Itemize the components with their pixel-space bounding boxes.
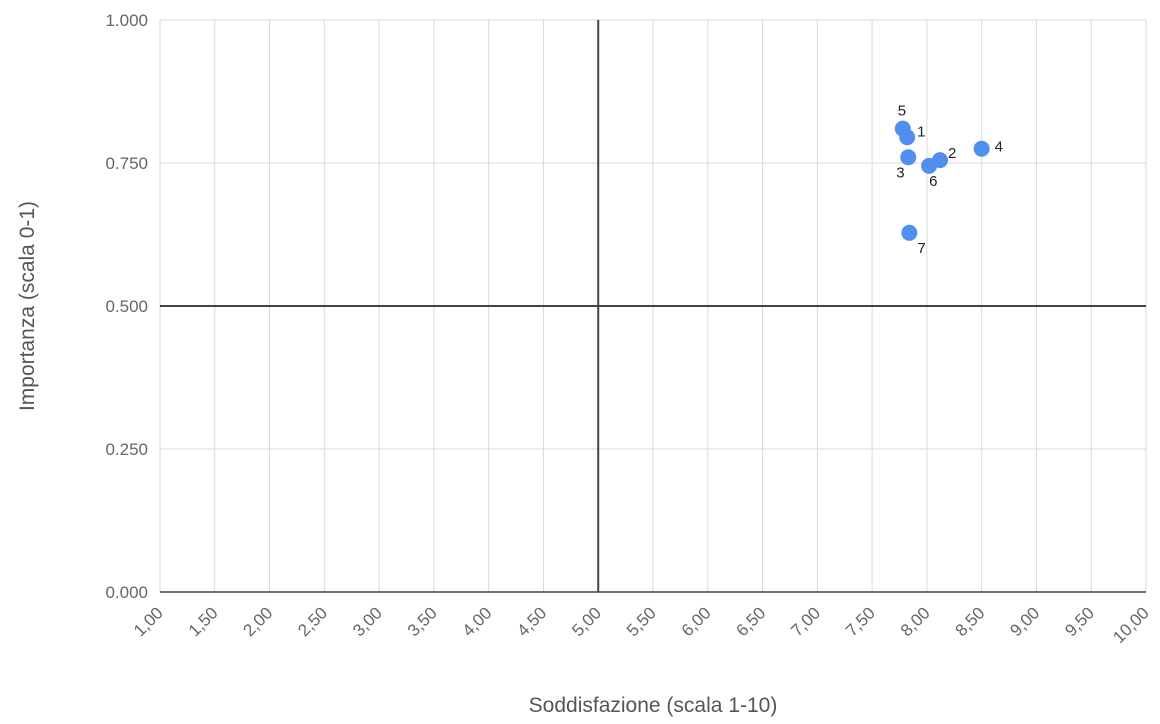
point-label-4: 4 (995, 139, 1003, 156)
x-tick-label: 5,50 (623, 603, 660, 640)
y-axis-title: Importanza (scala 0-1) (16, 201, 39, 411)
y-tick-label: 0.250 (105, 440, 148, 459)
x-tick-label: 2,50 (294, 603, 331, 640)
y-tick-label: 0.000 (105, 583, 148, 602)
y-tick-label: 0.750 (105, 154, 148, 173)
axes: 1,00 1,50 2,00 2,50 3,00 3,50 4,00 4,50 5,00 5,50… (105, 11, 1152, 647)
point-label-3: 3 (896, 164, 904, 181)
x-tick-label: 1,50 (185, 603, 222, 640)
x-tick-label: 4,00 (459, 603, 496, 640)
data-point-4 (973, 140, 990, 157)
point-label-6: 6 (929, 173, 937, 190)
data-point-7 (901, 224, 918, 241)
x-axis-title: Soddisfazione (scala 1-10) (529, 694, 778, 717)
x-tick-label: 9,50 (1061, 603, 1098, 640)
x-tick-label: 3,00 (349, 603, 386, 640)
x-tick-label: 8,00 (897, 603, 934, 640)
y-tick-label: 0.500 (105, 297, 148, 316)
x-tick-label: 7,50 (842, 603, 879, 640)
point-label-7: 7 (917, 240, 925, 257)
point-labels: 1 2 3 4 5 6 7 (896, 103, 1003, 257)
point-label-1: 1 (917, 123, 925, 140)
x-tick-label: 6,00 (678, 603, 715, 640)
x-tick-label: 7,00 (787, 603, 824, 640)
data-point-5 (894, 120, 911, 137)
x-tick-label: 9,00 (1006, 603, 1043, 640)
x-tick-label: 2,00 (240, 603, 277, 640)
x-tick-label: 8,50 (952, 603, 989, 640)
data-point-6 (921, 157, 938, 174)
point-label-5: 5 (898, 103, 906, 120)
x-tick-label: 5,00 (568, 603, 605, 640)
x-tick-label: 1,00 (130, 603, 167, 640)
data-point-3 (900, 149, 917, 166)
x-tick-label: 4,50 (513, 603, 550, 640)
y-tick-label: 1.000 (105, 11, 148, 30)
point-label-2: 2 (948, 145, 956, 162)
x-tick-label: 6,50 (733, 603, 770, 640)
x-tick-label: 3,50 (404, 603, 441, 640)
data-points (894, 120, 990, 241)
x-tick-label: 10,00 (1109, 603, 1153, 647)
quadrant-lines (160, 20, 1146, 592)
